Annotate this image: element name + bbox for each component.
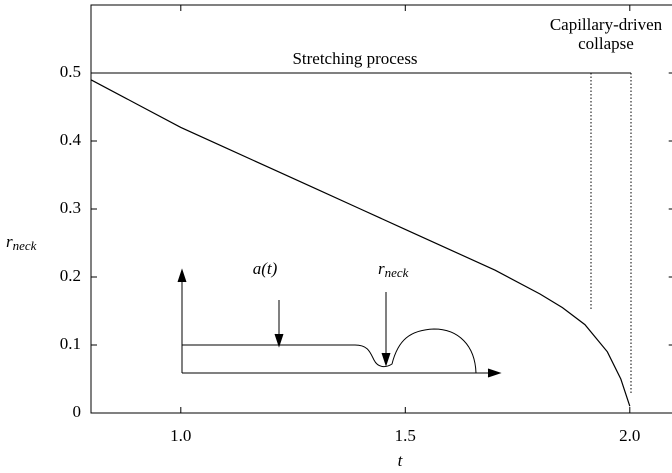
- x-tick-label: 1.0: [170, 426, 191, 445]
- y-axis-label-sub: neck: [13, 238, 37, 253]
- annotation: Capillary-driven: [550, 15, 663, 34]
- annotation: collapse: [578, 34, 634, 53]
- y-tick-label: 0.3: [60, 198, 81, 217]
- x-axis-label: t: [398, 451, 404, 470]
- x-tick-label: 2.0: [619, 426, 640, 445]
- y-tick-label: 0.5: [60, 62, 81, 81]
- y-tick-label: 0.4: [60, 130, 82, 149]
- inset-label-main: r: [378, 259, 385, 278]
- inset-label: rneck: [378, 259, 409, 280]
- y-axis-label: rneck: [6, 232, 37, 253]
- inset: [177, 268, 502, 378]
- inset-label: a(t): [253, 259, 278, 278]
- y-axis-label-main: r: [6, 232, 13, 251]
- curve: [90, 79, 631, 407]
- annotations: [91, 72, 632, 395]
- y-tick-label: 0.1: [60, 334, 81, 353]
- annotation: Stretching process: [292, 49, 417, 68]
- y-tick-label: 0.2: [60, 266, 81, 285]
- y-tick-label: 0: [73, 402, 82, 421]
- inset-label-sub: neck: [385, 265, 409, 280]
- x-tick-label: 1.5: [395, 426, 416, 445]
